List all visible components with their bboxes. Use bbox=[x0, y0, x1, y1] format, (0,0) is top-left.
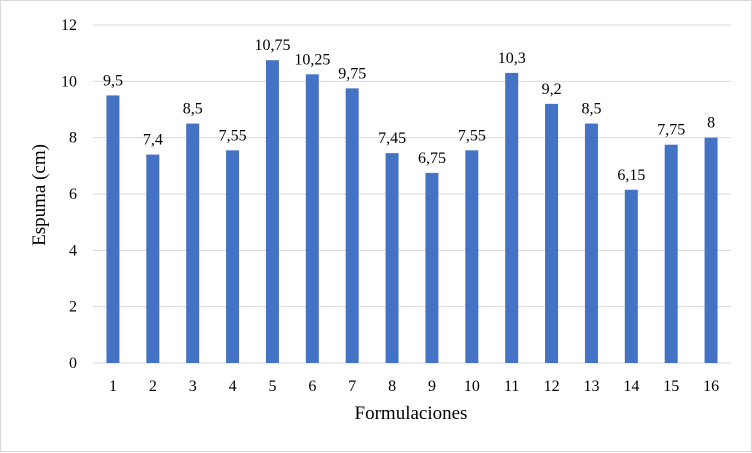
x-tick-label: 6 bbox=[308, 378, 316, 395]
bar-5 bbox=[265, 60, 279, 363]
data-label-12: 9,2 bbox=[542, 81, 562, 98]
bar-11 bbox=[505, 72, 519, 363]
data-label-6: 10,25 bbox=[294, 51, 330, 68]
y-tick-label: 6 bbox=[69, 186, 77, 203]
x-axis-title: Formulaciones bbox=[355, 403, 468, 424]
y-tick-label: 10 bbox=[61, 73, 77, 90]
data-label-9: 6,75 bbox=[418, 150, 446, 167]
bars bbox=[106, 60, 718, 364]
bar-3 bbox=[186, 123, 200, 363]
bar-2 bbox=[146, 154, 160, 363]
bar-7 bbox=[345, 88, 359, 363]
bar-8 bbox=[385, 153, 399, 363]
x-tick-label: 13 bbox=[583, 378, 599, 395]
data-label-3: 8,5 bbox=[183, 101, 203, 118]
data-label-8: 7,45 bbox=[378, 130, 406, 147]
y-tick-label: 4 bbox=[69, 242, 77, 259]
bar-10 bbox=[465, 150, 479, 363]
x-tick-label: 9 bbox=[428, 378, 436, 395]
data-label-7: 9,75 bbox=[338, 65, 366, 82]
bar-4 bbox=[226, 150, 240, 363]
bar-15 bbox=[664, 144, 678, 363]
data-label-2: 7,4 bbox=[143, 132, 163, 149]
y-axis-title: Espuma (cm) bbox=[29, 144, 50, 246]
bar-12 bbox=[545, 103, 559, 363]
bar-1 bbox=[106, 95, 120, 364]
data-label-10: 7,55 bbox=[458, 127, 486, 144]
data-label-1: 9,5 bbox=[103, 72, 123, 89]
x-tick-label: 11 bbox=[504, 378, 519, 395]
y-tick-label: 2 bbox=[69, 299, 77, 316]
x-tick-label: 1 bbox=[109, 378, 117, 395]
x-tick-label: 8 bbox=[388, 378, 396, 395]
y-axis-ticks: 0 2 4 6 8 10 12 bbox=[61, 17, 77, 372]
x-tick-label: 5 bbox=[268, 378, 276, 395]
x-tick-label: 3 bbox=[189, 378, 197, 395]
x-tick-label: 14 bbox=[623, 378, 639, 395]
data-label-5: 10,75 bbox=[254, 37, 290, 54]
x-tick-label: 4 bbox=[229, 378, 237, 395]
data-label-13: 8,5 bbox=[581, 101, 601, 118]
y-tick-label: 0 bbox=[69, 355, 77, 372]
gridlines bbox=[93, 24, 731, 364]
x-tick-label: 2 bbox=[149, 378, 157, 395]
bar-6 bbox=[305, 74, 319, 364]
data-label-11: 10,3 bbox=[498, 50, 526, 67]
bar-14 bbox=[624, 189, 638, 363]
data-label-15: 7,75 bbox=[657, 122, 685, 139]
bar-16 bbox=[704, 137, 718, 363]
x-tick-label: 16 bbox=[703, 378, 719, 395]
x-axis-ticks: 1 2 3 4 5 6 7 8 9 10 11 12 13 14 15 16 bbox=[109, 378, 719, 395]
data-label-14: 6,15 bbox=[617, 167, 645, 184]
bar-9 bbox=[425, 172, 439, 363]
x-tick-label: 12 bbox=[544, 378, 560, 395]
y-tick-label: 8 bbox=[69, 130, 77, 147]
x-tick-label: 7 bbox=[348, 378, 356, 395]
y-tick-label: 12 bbox=[61, 17, 77, 34]
bar-13 bbox=[584, 123, 598, 363]
data-label-16: 8 bbox=[707, 115, 715, 132]
x-tick-label: 10 bbox=[464, 378, 480, 395]
x-tick-label: 15 bbox=[663, 378, 679, 395]
data-label-4: 7,55 bbox=[219, 127, 247, 144]
